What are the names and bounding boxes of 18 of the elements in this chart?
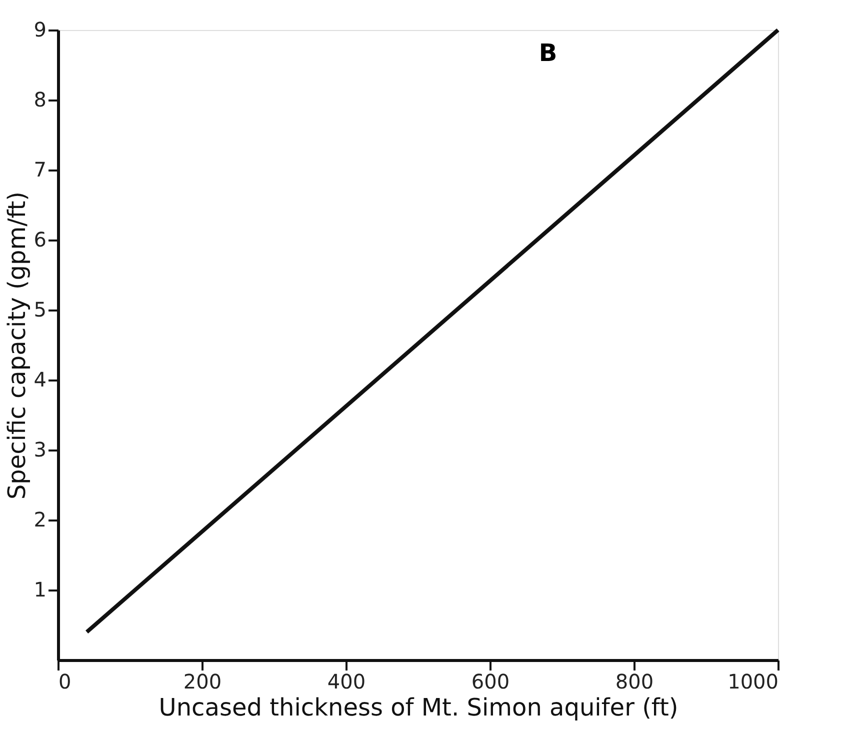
x-tick-label: 600 xyxy=(471,670,510,694)
annotation: B xyxy=(538,39,558,67)
y-tick-label: 5 xyxy=(34,298,46,322)
x-tick-label: 0 xyxy=(58,670,72,694)
y-axis-title: Specific capacity (gpm/ft) xyxy=(2,191,31,500)
y-tick-label: 6 xyxy=(34,228,46,252)
y-tick-label: 9 xyxy=(34,18,46,42)
x-tick-label: 800 xyxy=(615,670,654,694)
x-tick-label: 1000 xyxy=(728,670,778,694)
y-tick-label: 3 xyxy=(34,438,46,462)
y-tick-label: 1 xyxy=(34,578,46,602)
y-tick-label: 8 xyxy=(34,88,46,112)
y-tick-label: 4 xyxy=(34,368,46,392)
y-tick-label: 7 xyxy=(34,158,46,182)
x-tick-label: 200 xyxy=(183,670,222,694)
y-tick-label: 2 xyxy=(34,508,46,532)
x-axis-title: Uncased thickness of Mt. Simon aquifer (ft) xyxy=(158,694,678,722)
x-tick-label: 400 xyxy=(327,670,366,694)
